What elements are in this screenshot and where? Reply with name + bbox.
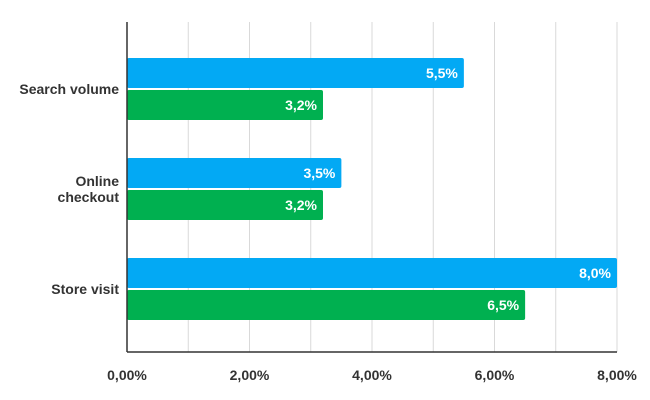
data-label: 8,0% <box>579 265 611 281</box>
x-tick-label: 4,00% <box>352 367 392 383</box>
data-label: 5,5% <box>426 65 458 81</box>
bar-series-2-online-checkout <box>127 190 323 220</box>
data-labels: 5,5% 3,5% 8,0% 3,2% 3,2% 6,5% <box>285 65 611 313</box>
x-tick-label: 2,00% <box>230 367 270 383</box>
category-label: Store visit <box>51 281 119 297</box>
category-label: Search volume <box>19 81 119 97</box>
x-tick-label: 6,00% <box>475 367 515 383</box>
data-label: 6,5% <box>487 297 519 313</box>
bar-series-1-online-checkout <box>127 158 342 188</box>
bar-series-1-store-visit <box>127 258 617 288</box>
data-label: 3,2% <box>285 197 317 213</box>
category-label: Online checkout <box>58 173 120 205</box>
category-labels: Search volume Online checkout Store visit <box>19 81 119 297</box>
x-tick-label: 8,00% <box>597 367 637 383</box>
bar-series-1-search-volume <box>127 58 464 88</box>
data-label: 3,2% <box>285 97 317 113</box>
axes <box>126 22 617 353</box>
bar-series-2-store-visit <box>127 290 526 320</box>
data-label: 3,5% <box>303 165 335 181</box>
x-tick-labels: 0,00% 2,00% 4,00% 6,00% 8,00% <box>107 367 637 383</box>
bar-series-2-search-volume <box>127 90 323 120</box>
bars <box>127 58 617 320</box>
x-tick-label: 0,00% <box>107 367 147 383</box>
